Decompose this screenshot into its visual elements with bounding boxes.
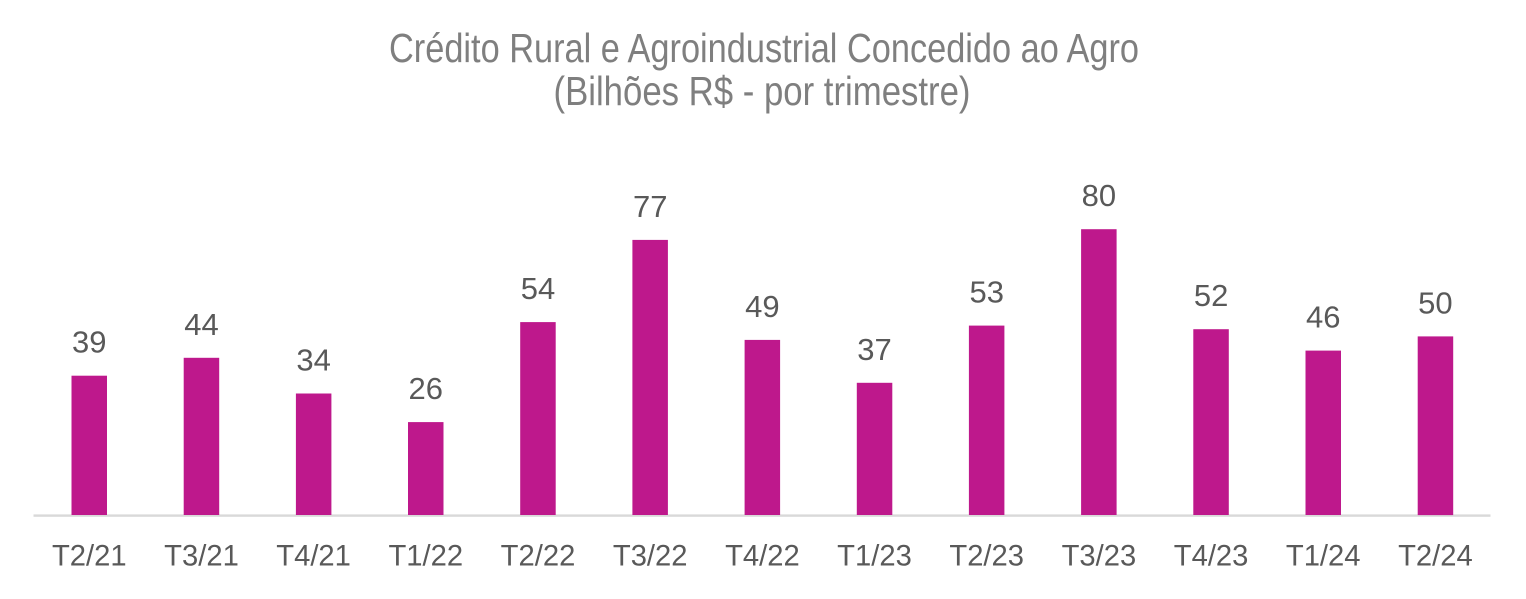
- svg-text:77: 77: [633, 189, 667, 224]
- svg-text:T3/21: T3/21: [164, 541, 239, 573]
- svg-text:46: 46: [1306, 300, 1340, 335]
- svg-text:54: 54: [521, 271, 555, 306]
- svg-text:T3/23: T3/23: [1062, 541, 1137, 573]
- svg-text:80: 80: [1082, 178, 1116, 213]
- svg-text:34: 34: [296, 343, 330, 378]
- svg-text:37: 37: [857, 332, 891, 367]
- svg-text:44: 44: [184, 307, 218, 342]
- svg-text:T3/22: T3/22: [613, 541, 688, 573]
- svg-text:T2/21: T2/21: [52, 541, 127, 573]
- svg-text:T4/22: T4/22: [725, 541, 800, 573]
- svg-text:(Bilhões R$ - por trimestre): (Bilhões R$ - por trimestre): [554, 68, 971, 114]
- svg-text:53: 53: [969, 275, 1003, 310]
- svg-text:49: 49: [745, 289, 779, 324]
- svg-text:52: 52: [1194, 278, 1228, 313]
- svg-text:T2/24: T2/24: [1398, 541, 1473, 573]
- svg-text:Crédito Rural e Agroindustrial: Crédito Rural e Agroindustrial Concedido…: [389, 25, 1139, 71]
- svg-text:T1/23: T1/23: [837, 541, 912, 573]
- svg-text:T2/23: T2/23: [949, 541, 1024, 573]
- svg-text:26: 26: [409, 371, 443, 406]
- svg-text:50: 50: [1418, 285, 1452, 320]
- svg-text:T4/21: T4/21: [276, 541, 351, 573]
- svg-text:T4/23: T4/23: [1174, 541, 1249, 573]
- svg-text:T2/22: T2/22: [501, 541, 576, 573]
- svg-text:T1/22: T1/22: [388, 541, 463, 573]
- svg-text:T1/24: T1/24: [1286, 541, 1361, 573]
- svg-text:39: 39: [72, 325, 106, 360]
